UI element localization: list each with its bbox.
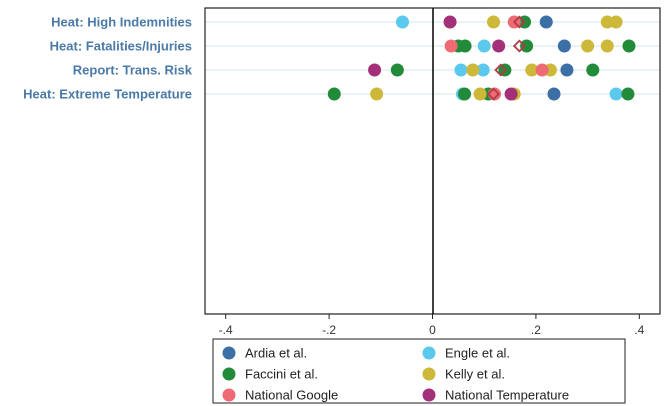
point-kelly-et-al [473,87,487,101]
x-tick-label: .4 [634,323,644,337]
diamond-marker [494,63,508,77]
point-faccini-et-al [390,63,404,77]
legend-marker-ardia-et-al [222,346,236,360]
point-kelly-et-al [466,63,480,77]
x-tick-label: 0 [429,323,436,337]
point-national-temperature [504,87,518,101]
legend-label: Kelly et al. [445,367,505,382]
point-engle-et-al [454,63,468,77]
point-ardia-et-al [557,39,571,53]
data-points [327,15,636,101]
legend-label: Faccini et al. [245,367,318,382]
legend-label: Engle et al. [445,346,510,361]
point-national-google [535,63,549,77]
point-kelly-et-al [525,63,539,77]
legend-marker-national-google [222,388,236,402]
point-engle-et-al [396,15,410,29]
point-kelly-et-al [609,15,623,29]
legend-label: National Temperature [445,388,569,403]
legend: Ardia et al. Engle et al. Faccini et al. Ke… [212,338,626,404]
category-labels: Heat: High Indemnities Heat: Fatalities/I… [23,15,193,102]
legend-label: National Google [245,388,338,403]
category-label: Heat: Fatalities/Injuries [50,39,192,54]
point-kelly-et-al [487,15,501,29]
category-label: Report: Trans. Risk [73,63,193,78]
category-label: Heat: High Indemnities [51,15,192,30]
point-ardia-et-al [560,63,574,77]
point-national-temperature [443,15,457,29]
point-national-temperature [492,39,506,53]
x-tick-label: -.4 [219,323,233,337]
point-kelly-et-al [600,39,614,53]
category-label: Heat: Extreme Temperature [23,87,192,102]
point-engle-et-al [476,63,490,77]
legend-box [212,338,626,404]
diamond-marker [512,39,526,53]
x-tick-label: .2 [531,323,541,337]
point-ardia-et-al [547,87,561,101]
legend-marker-kelly-et-al [422,367,436,381]
diamond-marker [512,15,526,29]
point-faccini-et-al [622,39,636,53]
legend-label: Ardia et al. [245,346,307,361]
legend-marker-engle-et-al [422,346,436,360]
point-faccini-et-al [586,63,600,77]
point-kelly-et-al [370,87,384,101]
point-faccini-et-al [458,87,472,101]
point-faccini-et-al [621,87,635,101]
point-kelly-et-al [581,39,595,53]
point-engle-et-al [609,87,623,101]
point-ardia-et-al [539,15,553,29]
point-engle-et-al [477,39,491,53]
point-faccini-et-al [458,39,472,53]
legend-marker-faccini-et-al [222,367,236,381]
point-faccini-et-al [327,87,341,101]
point-national-temperature [368,63,382,77]
diamond-marker [487,87,500,101]
point-faccini-et-al [520,39,534,53]
legend-marker-national-temperature [422,388,436,402]
x-axis: -.4 -.2 0 .2 .4 [219,314,645,337]
x-tick-label: -.2 [322,323,336,337]
point-national-google [444,39,458,53]
